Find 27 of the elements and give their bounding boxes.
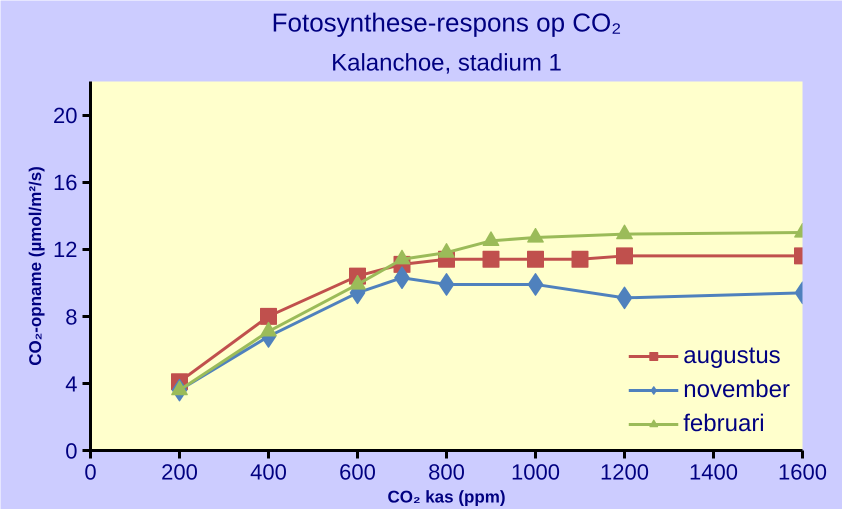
x-tick-label: 1400 bbox=[689, 460, 738, 484]
legend-label: augustus bbox=[683, 342, 781, 370]
x-axis-title: CO₂ kas (ppm) bbox=[387, 488, 506, 506]
y-tick-label: 4 bbox=[65, 371, 78, 396]
chart-subtitle: Kalanchoe, stadium 1 bbox=[331, 50, 562, 76]
y-tick-label: 8 bbox=[65, 304, 78, 330]
point bbox=[527, 250, 544, 268]
x-tick-label: 0 bbox=[84, 460, 97, 484]
y-axis-title: CO₂-opname (µmol/m²/s) bbox=[26, 166, 46, 366]
x-tick-label: 1200 bbox=[600, 460, 649, 484]
x-tick-label: 1000 bbox=[511, 460, 560, 484]
point bbox=[260, 308, 277, 325]
point bbox=[616, 247, 633, 264]
x-tick-label: 400 bbox=[250, 460, 287, 484]
legend-label: november bbox=[683, 376, 790, 404]
y-tick-label: 0 bbox=[65, 438, 78, 464]
x-tick-label: 1600 bbox=[778, 460, 827, 484]
y-tick-label: 16 bbox=[53, 170, 78, 196]
chart-title: Fotosynthese-respons op CO₂ bbox=[272, 8, 622, 38]
point bbox=[572, 250, 588, 268]
x-tick-label: 200 bbox=[161, 460, 198, 484]
x-tick-label: 800 bbox=[428, 460, 465, 484]
x-tick-label: 600 bbox=[339, 460, 376, 484]
y-tick-label: 20 bbox=[53, 103, 78, 128]
legend-label: februari bbox=[683, 410, 765, 438]
y-tick-label: 12 bbox=[53, 237, 78, 262]
point bbox=[482, 250, 500, 268]
